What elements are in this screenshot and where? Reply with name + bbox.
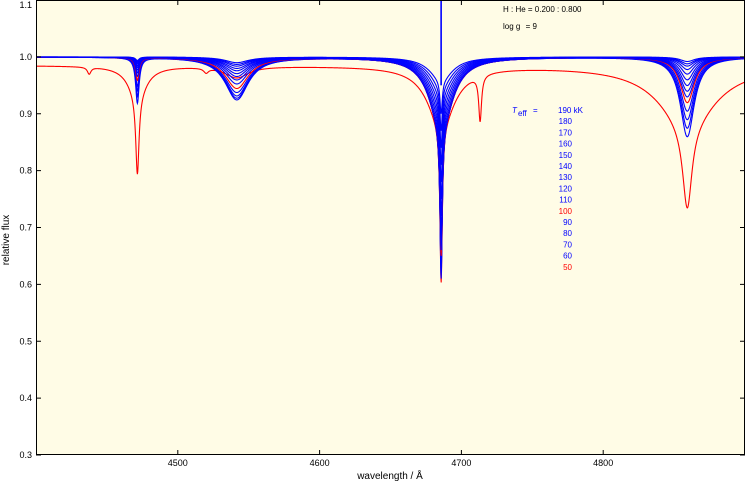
plot-background <box>36 0 745 455</box>
logg-label: log g <box>503 22 520 31</box>
legend-entry-1: 180 <box>559 117 573 126</box>
teff-equals: = <box>533 106 538 115</box>
x-tick-label-4800: 4800 <box>593 458 613 468</box>
legend-entry-0: 190 kK <box>558 106 584 115</box>
legend-entry-7: 120 <box>559 184 573 193</box>
legend-entry-4: 150 <box>559 151 573 160</box>
teff-subscript: eff <box>518 109 528 118</box>
ticks-layer: 4500 4600 4700 4800 0.3 0.4 0.5 0.6 0.7 0.8 0.9 1.0… <box>19 0 745 468</box>
x-tick-label-4500: 4500 <box>168 458 188 468</box>
y-tick-label-1.0: 1.0 <box>19 52 32 62</box>
legend-entry-3: 160 <box>559 140 573 149</box>
y-tick-label-0.8: 0.8 <box>19 166 32 176</box>
y-axis-label: relative flux <box>1 215 12 266</box>
legend-entry-14: 50 <box>563 263 572 272</box>
legend-entry-10: 90 <box>563 218 572 227</box>
y-tick-label-0.5: 0.5 <box>19 336 32 346</box>
y-tick-label-0.4: 0.4 <box>19 393 32 403</box>
x-axis-label: wavelength / Å <box>356 469 423 482</box>
x-tick-label-4700: 4700 <box>451 458 471 468</box>
logg-annotation: log g = 9 <box>503 22 537 31</box>
logg-value: = 9 <box>526 22 538 31</box>
composition-annotation: H : He = 0.200 : 0.800 <box>503 5 582 14</box>
legend-entry-9: 100 <box>559 207 573 216</box>
legend-entry-8: 110 <box>559 196 572 205</box>
series-layer <box>35 0 746 283</box>
legend-entry-12: 70 <box>563 240 572 249</box>
series-line-50 <box>35 65 746 283</box>
legend-entry-6: 130 <box>559 173 573 182</box>
legend: 190 kK 180 170 160 150 140 130 120 110 100 90 80 70 6… <box>558 106 584 272</box>
legend-entry-2: 170 <box>559 128 573 137</box>
teff-label: T <box>512 106 518 115</box>
legend-entry-5: 140 <box>559 162 573 171</box>
y-tick-label-0.6: 0.6 <box>19 279 32 289</box>
y-tick-label-0.9: 0.9 <box>19 109 32 119</box>
y-tick-label-0.3: 0.3 <box>19 450 32 460</box>
legend-entry-11: 80 <box>563 229 572 238</box>
legend-entry-13: 60 <box>563 252 572 261</box>
y-tick-label-0.7: 0.7 <box>19 223 32 233</box>
x-tick-label-4600: 4600 <box>310 458 330 468</box>
series-line-190 <box>36 56 745 114</box>
y-tick-label-1.1: 1.1 <box>19 0 32 10</box>
